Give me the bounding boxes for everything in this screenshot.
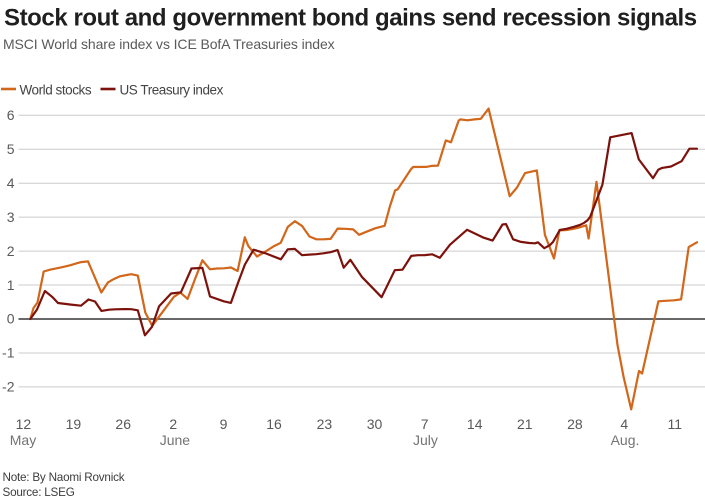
svg-text:4: 4	[620, 416, 628, 432]
svg-text:6: 6	[7, 107, 15, 123]
svg-text:11: 11	[668, 416, 683, 432]
svg-text:3: 3	[7, 209, 15, 225]
svg-text:US Treasury index: US Treasury index	[120, 83, 224, 98]
svg-text:0: 0	[7, 311, 15, 327]
svg-text:Note: By Naomi Rovnick: Note: By Naomi Rovnick	[3, 471, 125, 484]
svg-text:-1: -1	[2, 345, 15, 361]
svg-text:Stock rout and government bond: Stock rout and government bond gains sen…	[4, 5, 697, 32]
svg-text:23: 23	[317, 416, 333, 432]
svg-text:5: 5	[7, 141, 15, 157]
svg-text:28: 28	[567, 416, 583, 432]
svg-text:19: 19	[66, 416, 82, 432]
svg-text:30: 30	[367, 416, 383, 432]
svg-text:1: 1	[7, 277, 15, 293]
svg-text:21: 21	[517, 416, 533, 432]
svg-text:MSCI World share index vs ICE: MSCI World share index vs ICE BofA Treas…	[3, 36, 335, 52]
svg-text:July: July	[413, 432, 438, 448]
svg-text:World stocks: World stocks	[20, 83, 92, 98]
svg-text:9: 9	[220, 416, 228, 432]
svg-text:May: May	[10, 432, 36, 448]
svg-text:16: 16	[266, 416, 282, 432]
svg-text:2: 2	[169, 416, 177, 432]
svg-text:4: 4	[7, 175, 15, 191]
svg-text:June: June	[160, 432, 191, 448]
svg-text:-2: -2	[2, 379, 15, 395]
svg-text:Source: LSEG: Source: LSEG	[3, 486, 75, 499]
svg-text:2: 2	[7, 243, 15, 259]
svg-text:12: 12	[16, 416, 32, 432]
svg-text:Aug.: Aug.	[611, 432, 640, 448]
svg-text:26: 26	[115, 416, 131, 432]
svg-text:14: 14	[467, 416, 483, 432]
svg-text:7: 7	[421, 416, 429, 432]
